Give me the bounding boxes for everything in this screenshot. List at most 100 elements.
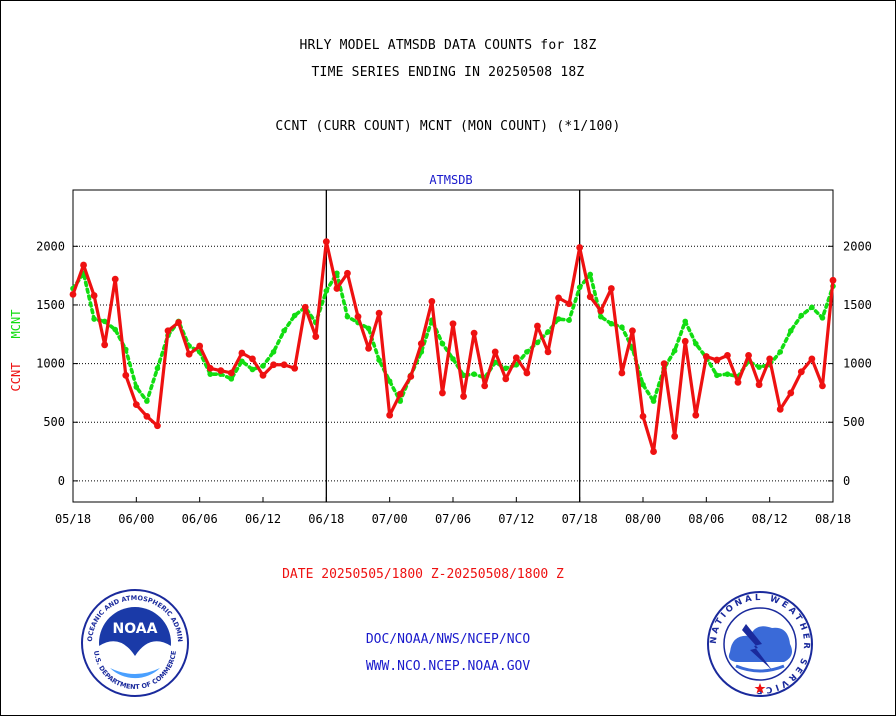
data-point-mcnt xyxy=(619,324,625,331)
data-point-mcnt xyxy=(777,349,784,355)
x-tick-label: 06/12 xyxy=(245,512,281,526)
data-point-ccnt xyxy=(365,344,372,352)
data-point-ccnt xyxy=(745,351,752,359)
data-point-mcnt xyxy=(587,271,594,278)
data-point-ccnt xyxy=(185,350,193,358)
data-point-mcnt xyxy=(692,340,699,347)
nws-lightning-icon xyxy=(742,624,772,670)
data-point-mcnt xyxy=(91,316,97,322)
data-point-mcnt xyxy=(365,325,372,332)
data-point-mcnt xyxy=(787,327,794,334)
data-point-mcnt xyxy=(439,340,446,347)
data-point-ccnt xyxy=(576,244,584,251)
data-point-ccnt xyxy=(671,432,679,440)
data-point-ccnt xyxy=(417,340,425,348)
data-point-ccnt xyxy=(312,333,320,341)
y-axis-ticks: 0 0 500 500 1000 1000 1500 1500 2000 2000 xyxy=(36,239,872,488)
data-point-mcnt xyxy=(344,313,351,320)
data-point-ccnt xyxy=(819,382,826,390)
data-point-ccnt xyxy=(692,411,700,419)
data-point-ccnt xyxy=(597,307,605,315)
y-tick-label-right: 1500 xyxy=(843,298,872,312)
data-point-ccnt xyxy=(428,298,436,305)
data-point-ccnt xyxy=(470,329,478,337)
data-point-ccnt xyxy=(481,382,489,390)
data-point-ccnt xyxy=(90,292,98,299)
footer-agency: DOC/NOAA/NWS/NCEP/NCO xyxy=(365,632,531,647)
data-point-mcnt xyxy=(534,339,541,346)
data-point-ccnt xyxy=(396,390,404,398)
data-point-ccnt xyxy=(607,285,615,292)
data-point-ccnt xyxy=(291,364,299,372)
y-tick-label-left: 0 xyxy=(58,474,65,488)
data-point-mcnt xyxy=(640,381,646,388)
data-point-ccnt xyxy=(164,327,172,335)
data-point-ccnt xyxy=(734,378,742,386)
x-tick-label: 05/18 xyxy=(55,512,91,526)
data-point-ccnt xyxy=(449,320,457,328)
data-point-ccnt xyxy=(565,300,573,308)
data-point-mcnt xyxy=(809,304,815,311)
data-point-ccnt xyxy=(660,360,668,367)
data-point-ccnt xyxy=(555,294,562,302)
data-point-ccnt xyxy=(196,342,204,350)
data-point-mcnt xyxy=(524,349,530,355)
x-tick-label: 06/00 xyxy=(118,512,154,526)
data-point-ccnt xyxy=(122,371,130,379)
data-point-ccnt xyxy=(375,309,383,317)
data-point-ccnt xyxy=(344,269,351,277)
y-axis-label-ccnt: CCNT xyxy=(9,363,23,392)
data-point-ccnt xyxy=(280,361,288,369)
data-point-mcnt xyxy=(597,313,604,320)
data-point-mcnt xyxy=(133,384,140,390)
figure-title-line-1: HRLY MODEL ATMSDB DATA COUNTS for 18Z xyxy=(299,38,597,53)
x-tick-label: 06/06 xyxy=(182,512,218,526)
data-point-ccnt xyxy=(143,412,151,420)
y-tick-label-left: 1500 xyxy=(36,298,65,312)
data-point-ccnt xyxy=(502,375,510,383)
data-point-mcnt xyxy=(207,371,214,377)
data-point-ccnt xyxy=(439,389,446,397)
data-point-mcnt xyxy=(502,365,509,372)
data-point-mcnt xyxy=(471,371,477,377)
data-point-ccnt xyxy=(270,361,277,369)
data-point-ccnt xyxy=(249,355,256,363)
data-point-mcnt xyxy=(566,317,572,323)
data-point-mcnt xyxy=(555,316,562,322)
data-point-mcnt xyxy=(450,356,456,362)
data-point-ccnt xyxy=(386,411,394,419)
data-point-ccnt xyxy=(354,313,362,321)
data-point-ccnt xyxy=(681,337,689,345)
data-point-mcnt xyxy=(682,318,689,325)
data-point-mcnt xyxy=(545,329,551,335)
data-point-ccnt xyxy=(111,275,119,283)
y-tick-label-right: 2000 xyxy=(843,239,872,253)
x-tick-label: 08/12 xyxy=(752,512,788,526)
data-point-ccnt xyxy=(227,369,235,377)
data-point-ccnt xyxy=(217,367,225,375)
nws-star-icon xyxy=(754,683,766,694)
data-point-ccnt xyxy=(407,373,415,380)
noaa-logo-text: NOAA xyxy=(113,621,158,637)
x-axis-label: DATE 20250505/1800 Z-20250508/1800 Z xyxy=(282,567,564,582)
nws-logo: NATIONAL WEATHER SERVICE xyxy=(707,591,813,697)
data-point-ccnt xyxy=(618,369,626,377)
data-point-mcnt xyxy=(154,365,161,372)
data-point-mcnt xyxy=(798,312,805,319)
data-point-ccnt xyxy=(724,351,731,359)
data-point-mcnt xyxy=(819,315,826,321)
data-point-ccnt xyxy=(776,405,784,413)
x-tick-label: 08/18 xyxy=(815,512,851,526)
data-point-ccnt xyxy=(766,355,774,363)
x-tick-label: 07/00 xyxy=(372,512,408,526)
data-point-ccnt xyxy=(333,285,341,292)
data-point-mcnt xyxy=(239,358,245,365)
data-point-mcnt xyxy=(270,349,277,355)
footer-website: WWW.NCO.NCEP.NOAA.GOV xyxy=(365,659,531,674)
data-point-ccnt xyxy=(154,422,161,430)
data-point-ccnt xyxy=(713,356,721,364)
data-point-mcnt xyxy=(144,398,150,404)
data-point-ccnt xyxy=(544,348,552,356)
y-tick-label-right: 1000 xyxy=(843,357,872,371)
data-point-mcnt xyxy=(228,376,235,382)
